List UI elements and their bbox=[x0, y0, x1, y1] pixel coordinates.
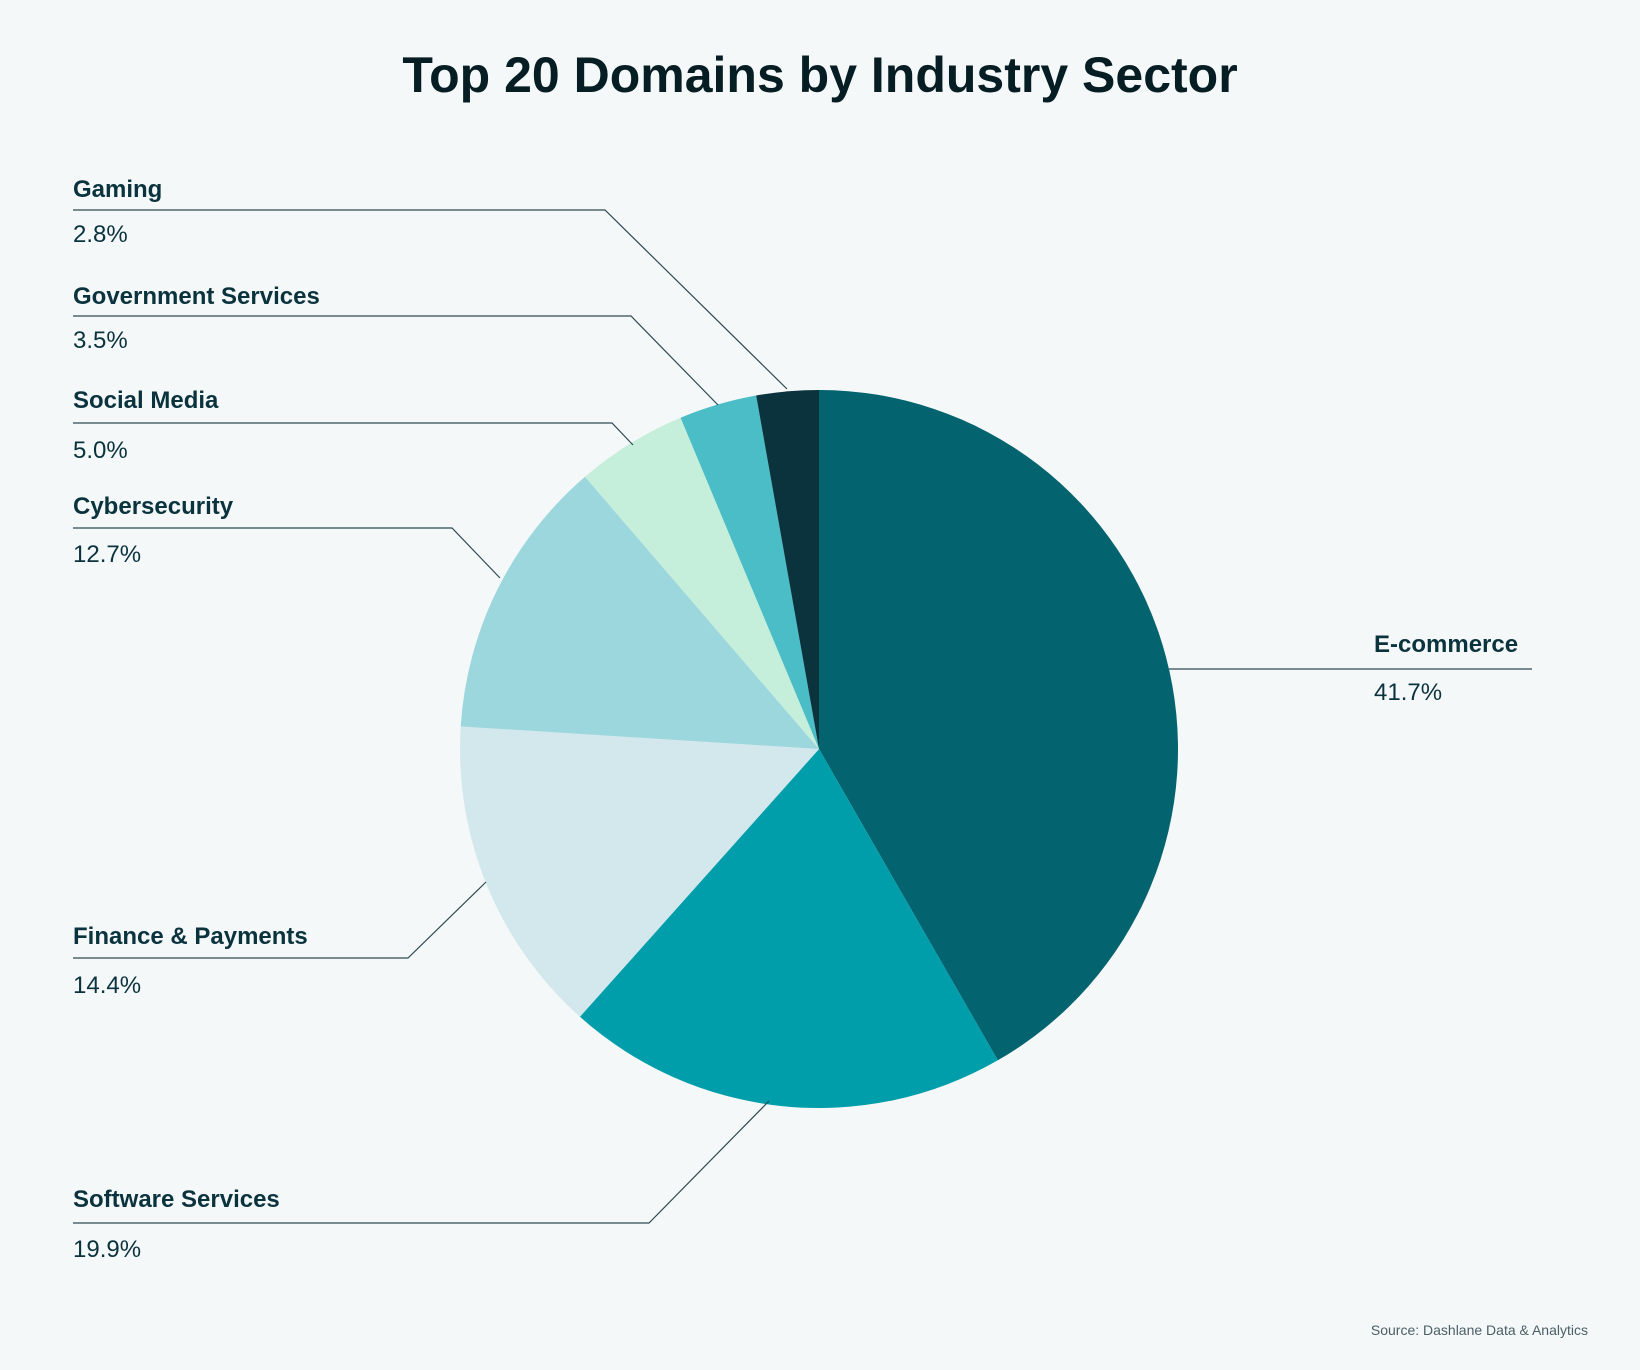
slice-label-social-media: Social Media bbox=[73, 387, 219, 414]
slice-value-cybersecurity: 12.7% bbox=[73, 541, 141, 568]
leader-line-government-services bbox=[73, 315, 719, 406]
leader-line-gaming bbox=[73, 209, 788, 390]
slice-value-software-services: 19.9% bbox=[73, 1236, 141, 1263]
pie-slice-government-services bbox=[680, 395, 819, 749]
leader-line-software-services bbox=[73, 1100, 770, 1224]
pie-slice-finance-payments bbox=[460, 726, 819, 1017]
pie-slice-social-media bbox=[584, 417, 819, 749]
slice-label-government-services: Government Services bbox=[73, 283, 320, 310]
slice-value-finance-payments: 14.4% bbox=[73, 972, 141, 999]
slice-label-cybersecurity: Cybersecurity bbox=[73, 493, 234, 520]
slice-value-e-commerce: 41.7% bbox=[1374, 679, 1442, 706]
pie-slice-cybersecurity bbox=[460, 476, 819, 749]
leader-line-finance-payments bbox=[73, 881, 487, 959]
source-note: Source: Dashlane Data & Analytics bbox=[1370, 1322, 1588, 1338]
chart-title: Top 20 Domains by Industry Sector bbox=[402, 47, 1238, 103]
pie-slice-gaming bbox=[756, 390, 819, 749]
slice-label-software-services: Software Services bbox=[73, 1186, 280, 1213]
slice-value-gaming: 2.8% bbox=[73, 221, 128, 248]
slice-label-gaming: Gaming bbox=[73, 176, 162, 203]
pie-slice-e-commerce bbox=[819, 390, 1179, 1061]
pie-slice-software-services bbox=[579, 749, 998, 1108]
leader-line-social-media bbox=[73, 422, 634, 446]
slice-value-social-media: 5.0% bbox=[73, 437, 128, 464]
slice-label-e-commerce: E-commerce bbox=[1374, 631, 1518, 658]
slice-value-government-services: 3.5% bbox=[73, 327, 128, 354]
slice-label-finance-payments: Finance & Payments bbox=[73, 923, 308, 950]
leader-line-cybersecurity bbox=[73, 527, 501, 579]
